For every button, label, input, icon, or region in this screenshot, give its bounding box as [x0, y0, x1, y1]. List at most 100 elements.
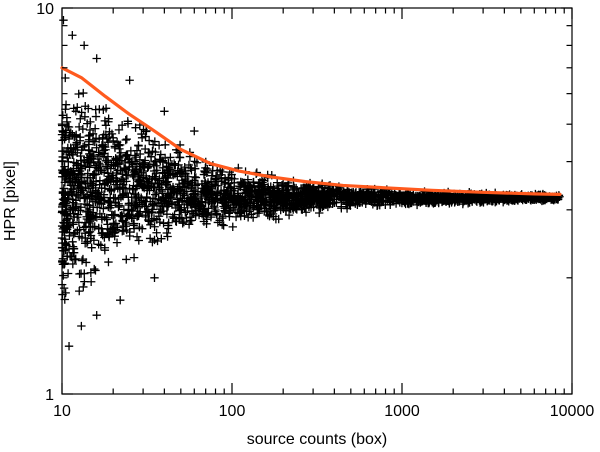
data-point: [467, 193, 476, 202]
data-point: [129, 181, 138, 190]
data-point: [106, 198, 115, 207]
data-point: [220, 178, 230, 187]
data-point: [211, 175, 220, 184]
data-point: [270, 202, 279, 212]
data-point: [85, 227, 95, 237]
data-point: [78, 254, 88, 264]
data-point: [91, 266, 100, 275]
data-point: [167, 193, 177, 203]
data-point: [103, 178, 112, 187]
data-point: [63, 143, 73, 153]
data-point: [291, 183, 301, 193]
data-point: [86, 234, 95, 243]
data-point: [69, 220, 78, 229]
data-point: [243, 197, 253, 207]
data-point: [108, 171, 117, 180]
data-point: [72, 138, 81, 147]
data-point: [215, 216, 224, 225]
data-point: [93, 189, 103, 199]
data-point: [140, 156, 150, 165]
data-point: [292, 205, 302, 214]
data-point: [116, 193, 126, 202]
data-point: [69, 104, 78, 113]
data-point: [248, 213, 258, 222]
data-point: [471, 196, 481, 205]
data-point: [157, 198, 166, 208]
data-point: [122, 134, 132, 144]
data-point: [134, 141, 143, 151]
data-point: [265, 211, 274, 221]
data-point: [145, 234, 155, 243]
data-point: [116, 295, 125, 305]
data-point: [187, 216, 196, 225]
data-point: [77, 170, 86, 180]
data-point: [180, 188, 189, 198]
data-point: [99, 190, 109, 199]
data-point: [124, 193, 133, 202]
data-point: [487, 194, 497, 203]
data-point: [75, 178, 84, 188]
data-point: [97, 199, 106, 209]
data-point: [82, 200, 92, 209]
data-point: [87, 243, 96, 252]
x-tick-label: 1000: [384, 403, 420, 420]
data-point: [104, 257, 113, 267]
data-point: [504, 197, 513, 206]
data-point: [159, 192, 168, 202]
median-trend-line: [60, 66, 562, 196]
data-point: [365, 196, 375, 205]
data-point: [341, 188, 350, 198]
data-point: [92, 193, 101, 203]
data-point: [132, 232, 142, 241]
data-point: [63, 211, 72, 220]
data-point: [143, 207, 152, 216]
data-point: [141, 127, 151, 136]
y-axis-label: HPR [pixel]: [2, 161, 19, 241]
data-point: [71, 254, 80, 264]
data-point: [186, 163, 195, 173]
data-point: [114, 125, 124, 135]
data-point: [75, 232, 84, 241]
data-point: [233, 191, 242, 200]
data-point: [251, 193, 260, 202]
data-point: [265, 201, 275, 211]
data-point: [59, 283, 69, 293]
data-point: [133, 212, 142, 221]
data-point: [219, 221, 228, 230]
data-point: [144, 162, 153, 171]
data-point: [241, 188, 250, 197]
data-point: [443, 191, 452, 201]
data-point: [81, 162, 90, 171]
data-point: [337, 204, 346, 213]
data-point: [149, 201, 159, 210]
x-tick-label: 100: [219, 403, 246, 420]
data-point: [68, 237, 77, 247]
data-point: [218, 167, 227, 177]
data-point: [189, 185, 199, 195]
data-point: [227, 186, 237, 195]
data-point: [329, 195, 339, 204]
data-point: [64, 341, 74, 351]
data-point: [190, 126, 199, 136]
data-point: [278, 179, 288, 189]
data-point: [99, 204, 108, 213]
data-point: [76, 206, 85, 215]
data-point: [284, 210, 294, 220]
data-point: [107, 185, 116, 195]
data-point: [88, 137, 98, 146]
data-point: [74, 122, 84, 132]
data-point: [348, 193, 358, 203]
data-point: [78, 142, 88, 152]
data-point: [209, 180, 219, 189]
data-point: [81, 102, 90, 111]
data-point: [103, 163, 112, 173]
data-point: [68, 259, 78, 269]
data-point: [236, 208, 245, 218]
data-point: [276, 190, 285, 200]
data-point: [211, 205, 220, 215]
data-point: [91, 112, 101, 121]
data-point: [294, 188, 304, 197]
data-point: [123, 151, 132, 160]
data-point: [87, 191, 97, 200]
